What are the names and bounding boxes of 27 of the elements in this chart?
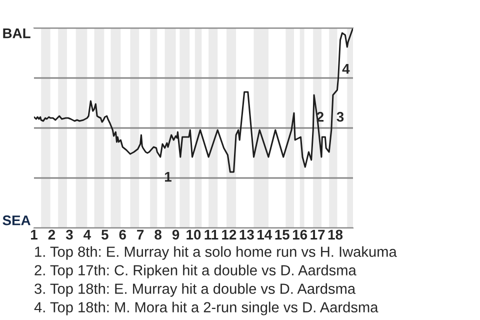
x-tick-label: 1 xyxy=(31,230,38,240)
x-tick-label: 18 xyxy=(328,230,343,240)
x-tick-label: 8 xyxy=(154,230,162,240)
text: 1. Top 8th: E. Murray hit a solo home run vs H. Iwakuma xyxy=(35,246,397,260)
x-tick-label: 17 xyxy=(310,230,325,240)
annotation: 4 xyxy=(342,64,350,74)
text: BAL xyxy=(3,28,30,38)
text: SEA xyxy=(2,215,30,226)
x-tick-label: 9 xyxy=(172,230,180,240)
x-tick-label: 6 xyxy=(119,230,126,240)
x-tick-label: 7 xyxy=(137,230,144,240)
x-tick-label: 16 xyxy=(292,230,308,240)
x-tick-label: 5 xyxy=(101,230,108,240)
x-tick-label: 12 xyxy=(222,230,236,240)
annotation: 3 xyxy=(336,112,344,122)
x-tick-label: 2 xyxy=(48,230,56,240)
x-tick-label: 14 xyxy=(258,230,272,240)
text: 2. Top 17th: C. Ripken hit a double vs D. Aardsma xyxy=(34,264,356,278)
x-tick-label: 4 xyxy=(84,230,91,240)
x-tick-label: 13 xyxy=(240,230,254,240)
annotation: 1 xyxy=(164,172,172,182)
text: 3. Top 18th: E. Murray hit a double vs D. Aardsma xyxy=(34,283,356,297)
x-tick-label: 15 xyxy=(275,230,290,240)
text: 4. Top 18th: M. Mora hit a 2-run single vs D. Aardsma xyxy=(34,302,378,316)
x-tick-label: 11 xyxy=(204,230,218,240)
x-tick-label: 3 xyxy=(66,230,73,240)
x-tick-label: 10 xyxy=(186,230,201,240)
